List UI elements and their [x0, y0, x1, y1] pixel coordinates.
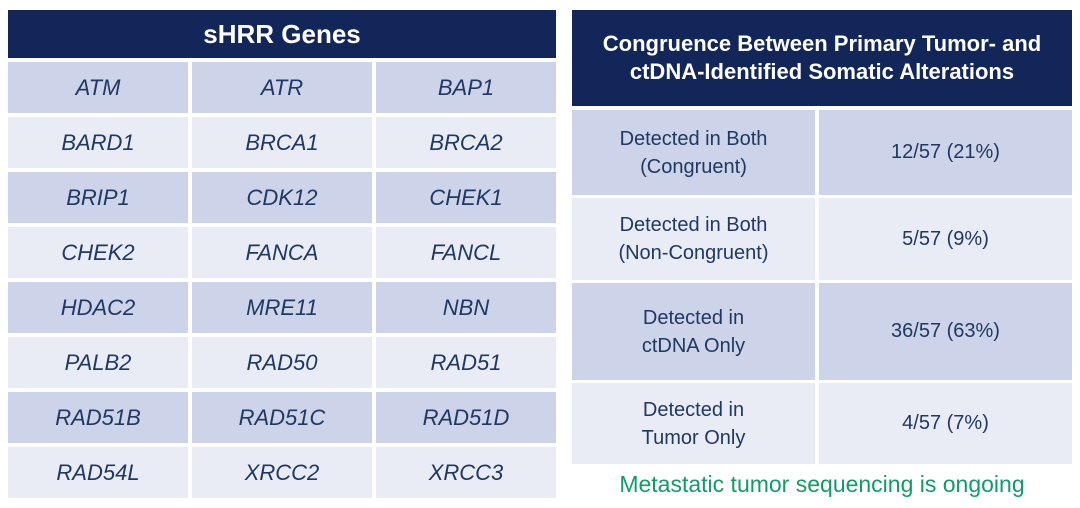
gene-cell: BRCA2	[376, 117, 556, 168]
row-label: Detected in ctDNA Only	[572, 283, 815, 380]
congruence-table: Congruence Between Primary Tumor- and ct…	[572, 10, 1072, 498]
gene-cell: NBN	[376, 282, 556, 333]
row-label-line2: ctDNA Only	[641, 334, 746, 357]
gene-cell: CHEK1	[376, 172, 556, 223]
congruence-rows: Detected in Both (Congruent) 12/57 (21%)…	[572, 110, 1072, 464]
gene-cell: BRIP1	[8, 172, 188, 223]
congruence-row: Detected in ctDNA Only 36/57 (63%)	[572, 283, 1072, 380]
gene-cell: BAP1	[376, 62, 556, 113]
gene-cell: RAD54L	[8, 447, 188, 498]
congruence-row: Detected in Tumor Only 4/57 (7%)	[572, 383, 1072, 464]
footnote: Metastatic tumor sequencing is ongoing	[619, 471, 1025, 497]
gene-cell: MRE11	[192, 282, 372, 333]
congruence-title: Congruence Between Primary Tumor- and ct…	[572, 10, 1072, 106]
gene-cell: RAD51	[376, 337, 556, 388]
gene-row: BRIP1 CDK12 CHEK1	[8, 172, 556, 223]
gene-cell: FANCA	[192, 227, 372, 278]
gene-cell: XRCC2	[192, 447, 372, 498]
gene-cell: ATR	[192, 62, 372, 113]
congruence-row: Detected in Both (Congruent) 12/57 (21%)	[572, 110, 1072, 195]
row-value: 5/57 (9%)	[819, 198, 1072, 280]
row-label-line1: Detected in	[642, 398, 745, 421]
gene-cell: CHEK2	[8, 227, 188, 278]
gene-row: PALB2 RAD50 RAD51	[8, 337, 556, 388]
row-value: 4/57 (7%)	[819, 383, 1072, 464]
gene-cell: BRCA1	[192, 117, 372, 168]
gene-row: HDAC2 MRE11 NBN	[8, 282, 556, 333]
shrr-genes-grid: ATM ATR BAP1 BARD1 BRCA1 BRCA2 BRIP1 CDK…	[8, 62, 556, 498]
gene-cell: RAD51C	[192, 392, 372, 443]
row-label-line1: Detected in Both	[619, 214, 768, 236]
gene-row: ATM ATR BAP1	[8, 62, 556, 113]
congruence-title-line1: Congruence Between Primary Tumor- and	[602, 30, 1042, 56]
row-value: 36/57 (63%)	[819, 283, 1072, 380]
row-label: Detected in Both (Congruent)	[572, 110, 815, 195]
shrr-genes-table: sHRR Genes ATM ATR BAP1 BARD1 BRCA1 BRCA…	[8, 10, 556, 502]
gene-cell: FANCL	[376, 227, 556, 278]
gene-cell: RAD51D	[376, 392, 556, 443]
gene-row: BARD1 BRCA1 BRCA2	[8, 117, 556, 168]
row-label-line2: Tumor Only	[641, 426, 746, 449]
row-label: Detected in Tumor Only	[572, 383, 815, 464]
gene-cell: BARD1	[8, 117, 188, 168]
congruence-title-line2: ctDNA-Identified Somatic Alterations	[629, 59, 1015, 84]
gene-cell: HDAC2	[8, 282, 188, 333]
row-label-line2: (Congruent)	[640, 155, 747, 178]
gene-cell: PALB2	[8, 337, 188, 388]
congruence-row: Detected in Both (Non-Congruent) 5/57 (9…	[572, 198, 1072, 280]
row-label-line2: (Non-Congruent)	[618, 242, 769, 264]
shrr-genes-title: sHRR Genes	[8, 10, 556, 58]
row-label: Detected in Both (Non-Congruent)	[572, 198, 815, 280]
gene-cell: XRCC3	[376, 447, 556, 498]
gene-cell: ATM	[8, 62, 188, 113]
gene-cell: RAD51B	[8, 392, 188, 443]
gene-row: RAD54L XRCC2 XRCC3	[8, 447, 556, 498]
gene-row: CHEK2 FANCA FANCL	[8, 227, 556, 278]
gene-cell: RAD50	[192, 337, 372, 388]
gene-row: RAD51B RAD51C RAD51D	[8, 392, 556, 443]
row-value: 12/57 (21%)	[819, 110, 1072, 195]
gene-cell: CDK12	[192, 172, 372, 223]
row-label-line1: Detected in Both	[619, 127, 768, 150]
row-label-line1: Detected in	[642, 306, 745, 329]
